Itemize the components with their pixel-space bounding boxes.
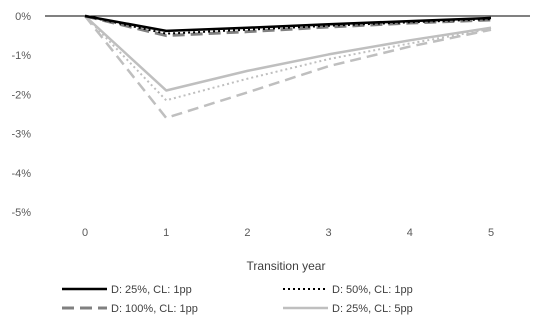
- x-tick-label: 2: [244, 227, 250, 239]
- y-tick-label: -5%: [11, 207, 31, 219]
- series-line: [84, 15, 492, 120]
- x-axis-title: Transition year: [247, 259, 326, 273]
- x-tick-label: 3: [326, 227, 332, 239]
- y-tick-label: -1%: [11, 50, 31, 62]
- y-axis-tick-labels: 0% -1% -2% -3% -4% -5%: [11, 11, 31, 219]
- legend-label: D: 25%, CL: 1pp: [111, 284, 192, 296]
- y-tick-label: -4%: [11, 168, 31, 180]
- series-line: [84, 14, 492, 38]
- legend-label: D: 100%, CL: 1pp: [111, 303, 198, 315]
- x-tick-label: 4: [407, 227, 413, 239]
- x-tick-label: 1: [163, 227, 169, 239]
- y-tick-label: -3%: [11, 129, 31, 141]
- legend: D: 25%, CL: 1pp D: 50%, CL: 1pp D: 100%, C…: [62, 284, 413, 315]
- y-tick-label: -2%: [11, 89, 31, 101]
- legend-label: D: 50%, CL: 1pp: [332, 284, 413, 296]
- legend-label: D: 25%, CL: 5pp: [332, 303, 413, 315]
- series-line: [84, 15, 492, 92]
- y-tick-label: 0%: [15, 11, 31, 23]
- x-tick-label: 5: [488, 227, 494, 239]
- x-tick-label: 0: [82, 227, 88, 239]
- series-line: [84, 14, 492, 33]
- series-line: [84, 15, 492, 102]
- x-axis-tick-labels: 0 1 2 3 4 5: [82, 227, 494, 239]
- series-lines: [84, 14, 492, 120]
